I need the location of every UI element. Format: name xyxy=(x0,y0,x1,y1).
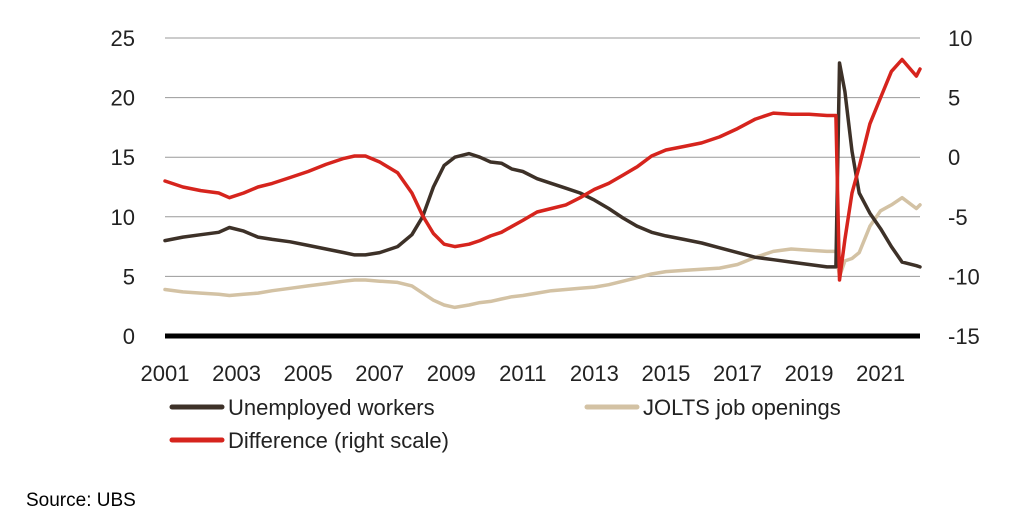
series-line-jolts-job-openings xyxy=(163,195,922,310)
x-tick-label: 2005 xyxy=(284,361,333,386)
left-y-axis: 0 5 10 15 20 25 xyxy=(111,26,135,349)
left-tick-label: 15 xyxy=(111,145,135,170)
legend-label: Difference (right scale) xyxy=(228,428,449,453)
x-tick-label: 2015 xyxy=(641,361,690,386)
legend: Unemployed workers JOLTS job openings Diff… xyxy=(169,395,841,453)
gridlines xyxy=(165,37,920,277)
right-y-axis: -15 -10 -5 0 5 10 xyxy=(948,26,980,349)
left-tick-label: 5 xyxy=(123,264,135,289)
x-tick-label: 2003 xyxy=(212,361,261,386)
series-line-unemployed-workers xyxy=(163,61,922,269)
left-tick-label: 20 xyxy=(111,86,135,111)
x-tick-label: 2009 xyxy=(427,361,476,386)
legend-label: Unemployed workers xyxy=(228,395,435,420)
left-tick-label: 25 xyxy=(111,26,135,51)
series-lines xyxy=(163,57,922,310)
left-tick-label: 0 xyxy=(123,324,135,349)
x-tick-label: 2007 xyxy=(355,361,404,386)
right-tick-label: -10 xyxy=(948,264,980,289)
x-tick-label: 2001 xyxy=(141,361,190,386)
x-tick-label: 2019 xyxy=(785,361,834,386)
series-line-difference-right-scale xyxy=(163,57,922,282)
right-tick-label: -15 xyxy=(948,324,980,349)
right-tick-label: 5 xyxy=(948,86,960,111)
right-tick-label: 10 xyxy=(948,26,972,51)
right-tick-label: -5 xyxy=(948,205,968,230)
x-tick-label: 2011 xyxy=(499,361,546,386)
right-tick-label: 0 xyxy=(948,145,960,170)
x-axis: 2001 2003 2005 2007 2009 2011 2013 2015 2017 2019… xyxy=(141,361,906,386)
x-tick-label: 2013 xyxy=(570,361,619,386)
left-tick-label: 10 xyxy=(111,205,135,230)
x-tick-label: 2017 xyxy=(713,361,762,386)
legend-label: JOLTS job openings xyxy=(643,395,841,420)
x-tick-label: 2021 xyxy=(856,361,905,386)
source-note: Source: UBS xyxy=(26,490,136,511)
